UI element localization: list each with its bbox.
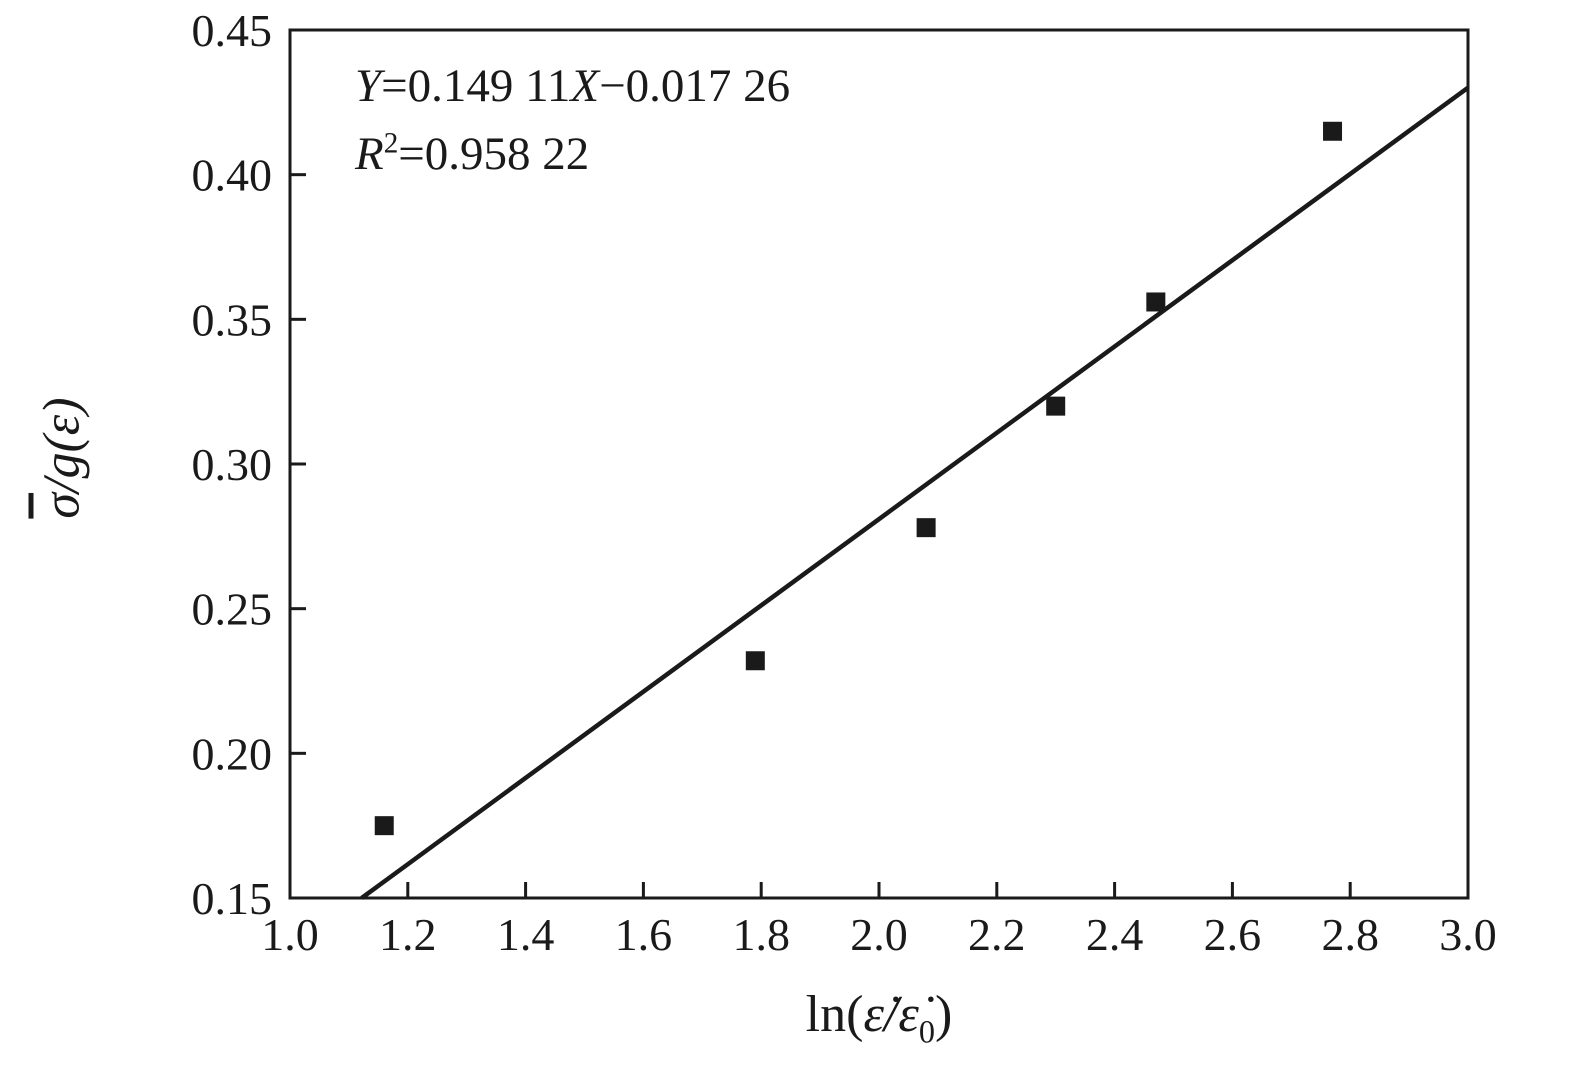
x-tick-label: 2.4 (1086, 909, 1144, 960)
x-tick-label: 1.2 (379, 909, 437, 960)
x-tick-label: 1.6 (615, 909, 673, 960)
x-axis-label: ln(ε̇/ε̇0) (805, 986, 953, 1050)
data-point (1146, 292, 1166, 312)
data-point (916, 518, 936, 538)
y-tick-label: 0.25 (192, 584, 273, 635)
x-tick-label: 1.0 (261, 909, 319, 960)
y-tick-label: 0.20 (192, 728, 273, 779)
data-point (745, 651, 765, 671)
fit-annotation: Y=0.149 11X−0.017 26 R2=0.958 22 (355, 52, 790, 188)
fit-equation: Y=0.149 11X−0.017 26 (355, 60, 791, 112)
y-axis-label: σ/g(ε) (33, 397, 91, 519)
x-tick-label: 3.0 (1439, 909, 1497, 960)
y-tick-label: 0.45 (192, 5, 273, 56)
r-squared-value: R2=0.958 22 (355, 127, 590, 181)
fit-line (360, 85, 1470, 900)
y-tick-label: 0.35 (192, 294, 273, 345)
data-point (374, 816, 394, 836)
data-point (1046, 396, 1066, 416)
data-point (1323, 121, 1343, 141)
y-tick-label: 0.40 (192, 150, 273, 201)
x-tick-label: 2.8 (1321, 909, 1379, 960)
y-tick-label: 0.30 (192, 439, 273, 490)
x-tick-label: 2.2 (968, 909, 1026, 960)
x-tick-label: 2.6 (1204, 909, 1262, 960)
x-tick-label: 1.4 (497, 909, 555, 960)
x-tick-label: 2.0 (850, 909, 908, 960)
x-tick-label: 1.8 (732, 909, 790, 960)
y-tick-label: 0.15 (192, 873, 273, 924)
